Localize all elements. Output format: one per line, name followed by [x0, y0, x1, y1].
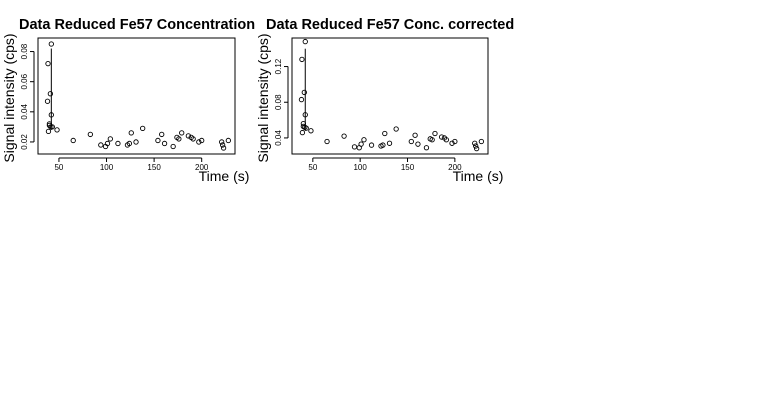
data-point: [196, 139, 202, 145]
data-point: [386, 140, 393, 146]
data-point: [478, 138, 485, 145]
plot-frame: [291, 37, 489, 155]
data-point: [159, 131, 165, 138]
x-tick-label: 150: [147, 163, 161, 172]
data-point: [301, 89, 307, 96]
data-point: [48, 41, 54, 47]
y-tick-label: 0.04: [20, 103, 29, 119]
chart-title: Data Reduced Fe57 Conc. corrected: [266, 17, 514, 33]
data-point: [104, 140, 111, 147]
data-point: [98, 142, 104, 148]
x-axis-label: Time (s): [199, 168, 250, 184]
data-point: [473, 145, 480, 152]
data-point: [49, 124, 55, 130]
data-point: [48, 112, 54, 118]
y-axis-label: Signal intensity (cps): [1, 33, 17, 162]
data-point: [412, 132, 418, 138]
data-point: [361, 137, 367, 143]
data-point: [302, 112, 308, 118]
data-point: [438, 134, 445, 140]
x-axis-label: Time (s): [453, 168, 504, 184]
x-tick-label: 150: [401, 163, 415, 172]
data-point: [308, 128, 314, 134]
data-point: [368, 142, 375, 148]
plot-panel-2: Data Reduced Fe57 Conc. corrected 50 100 15…: [255, 17, 514, 184]
data-point: [415, 141, 421, 147]
data-point: [393, 126, 399, 132]
y-tick-label: 0.02: [20, 134, 29, 150]
data-point: [45, 60, 51, 67]
data-point: [44, 98, 51, 104]
data-point: [45, 128, 52, 135]
data-point: [382, 130, 388, 137]
data-point: [161, 140, 168, 147]
data-point: [70, 137, 76, 144]
data-point: [46, 121, 53, 127]
plot-panel-1: Data Reduced Fe57 Concentration 50 100 150 2…: [1, 17, 255, 184]
data-point: [341, 133, 347, 139]
data-point: [155, 137, 161, 144]
data-point: [176, 136, 182, 142]
data-point: [429, 137, 435, 143]
data-point: [107, 136, 113, 142]
data-point: [220, 145, 227, 151]
data-point: [472, 140, 478, 146]
data-point: [46, 122, 53, 129]
x-tick-label: 50: [54, 163, 63, 172]
data-point: [299, 129, 306, 136]
x-tick-label: 100: [100, 163, 114, 172]
y-tick-label: 0.12: [274, 58, 283, 74]
data-point: [423, 145, 430, 151]
data-point: [47, 91, 54, 97]
data-point: [358, 141, 364, 147]
y-tick-label: 0.06: [20, 73, 29, 89]
data-point: [54, 127, 60, 133]
x-tick-label: 50: [308, 163, 317, 172]
data-point: [140, 125, 146, 132]
data-point: [443, 137, 449, 143]
y-tick-label: 0.04: [274, 130, 283, 146]
data-point: [115, 140, 121, 147]
data-point: [225, 137, 231, 144]
data-point: [380, 142, 386, 148]
data-point: [179, 130, 185, 136]
data-point: [303, 125, 309, 131]
data-point: [185, 133, 192, 139]
data-point: [302, 38, 308, 45]
data-point: [126, 140, 133, 147]
data-point: [133, 139, 139, 145]
data-point: [299, 56, 305, 63]
data-point: [128, 130, 134, 136]
x-tick-label: 200: [195, 163, 209, 172]
data-point: [219, 142, 226, 148]
x-tick-label: 100: [353, 163, 367, 172]
data-point: [298, 96, 305, 103]
data-point: [170, 143, 176, 150]
data-point: [324, 138, 330, 145]
data-point: [190, 136, 196, 142]
data-point: [87, 131, 93, 138]
data-point: [473, 143, 479, 149]
data-point: [219, 139, 225, 145]
y-axis-label: Signal intensity (cps): [255, 33, 271, 162]
plot-frame: [37, 37, 236, 155]
y-tick-label: 0.08: [20, 43, 29, 59]
data-point: [408, 138, 414, 145]
data-point: [432, 130, 438, 137]
x-tick-label: 200: [448, 163, 462, 172]
data-point: [452, 138, 458, 145]
chart-title: Data Reduced Fe57 Concentration: [19, 17, 255, 33]
data-point: [199, 137, 205, 144]
data-point: [351, 144, 358, 150]
y-tick-label: 0.08: [274, 94, 283, 110]
